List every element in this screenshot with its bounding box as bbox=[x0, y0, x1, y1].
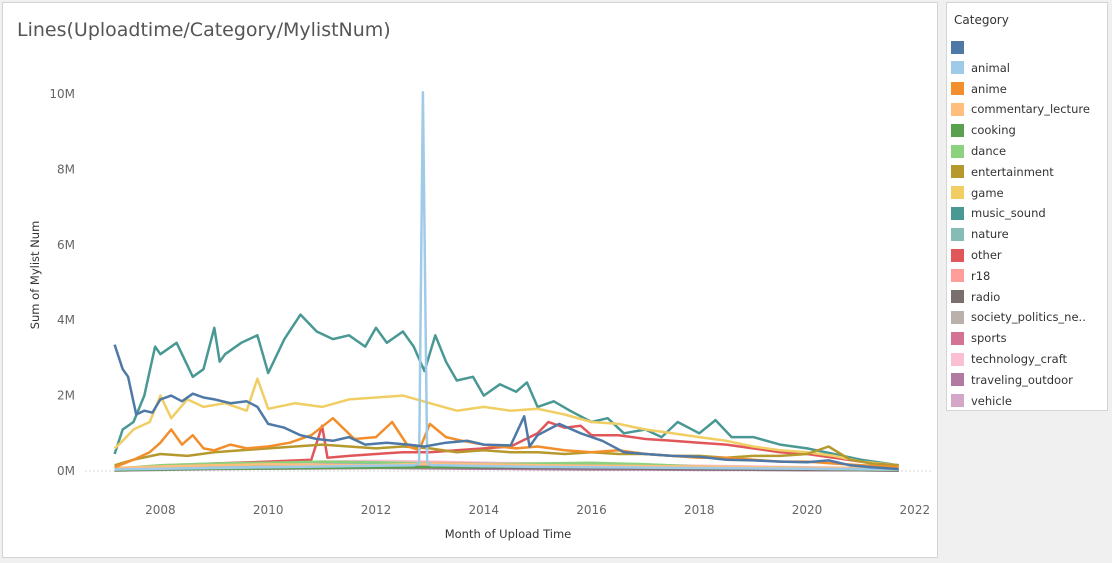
legend-item[interactable]: nature bbox=[951, 224, 1105, 244]
x-tick-label: 2018 bbox=[684, 503, 715, 517]
legend-item[interactable]: vehicle bbox=[951, 391, 1105, 411]
legend-item[interactable]: r18 bbox=[951, 266, 1105, 286]
chart-title: Lines(Uploadtime/Category/MylistNum) bbox=[17, 19, 391, 41]
y-tick-label: 0M bbox=[57, 464, 75, 478]
legend-label: vehicle bbox=[971, 393, 1012, 408]
legend-label: radio bbox=[971, 289, 1001, 304]
series-line-0 bbox=[113, 344, 899, 471]
x-tick-label: 2014 bbox=[468, 503, 499, 517]
legend-item[interactable]: radio bbox=[951, 287, 1105, 307]
legend-swatch bbox=[951, 373, 964, 387]
x-axis-title: Month of Upload Time bbox=[445, 527, 572, 541]
legend-label: animal bbox=[971, 60, 1010, 75]
line-chart: 2008 2010 2012 2014 2016 2018 2020 2022 0M 2M 4M 6… bbox=[28, 87, 931, 541]
legend-item[interactable]: anime bbox=[951, 79, 1105, 99]
y-tick-label: 4M bbox=[57, 313, 75, 327]
legend-swatch bbox=[951, 61, 964, 75]
legend-item[interactable]: society_politics_ne.. bbox=[951, 307, 1105, 327]
legend-swatch bbox=[951, 186, 964, 200]
y-tick-label: 8M bbox=[57, 162, 75, 176]
legend-item[interactable]: sports bbox=[951, 328, 1105, 348]
legend-item[interactable]: dance bbox=[951, 141, 1105, 161]
legend-item[interactable] bbox=[951, 37, 1105, 57]
legend-swatch bbox=[951, 269, 964, 283]
legend-swatch bbox=[951, 352, 964, 366]
y-axis-ticks: 0M 2M 4M 6M 8M 10M bbox=[49, 87, 75, 478]
legend-swatch bbox=[951, 102, 964, 116]
y-tick-label: 10M bbox=[49, 87, 75, 101]
legend-label: r18 bbox=[971, 268, 991, 283]
legend-label: traveling_outdoor bbox=[971, 372, 1073, 387]
y-axis-title: Sum of Mylist Num bbox=[28, 221, 42, 330]
legend-item[interactable]: music_sound bbox=[951, 203, 1105, 223]
legend-swatch bbox=[951, 165, 964, 179]
legend-label: commentary_lecture bbox=[971, 102, 1090, 117]
legend-swatch bbox=[951, 82, 964, 96]
legend-label: technology_craft bbox=[971, 352, 1068, 366]
legend-label: sports bbox=[971, 331, 1007, 346]
legend-item[interactable]: entertainment bbox=[951, 162, 1105, 182]
x-tick-label: 2020 bbox=[792, 503, 823, 517]
legend-swatch bbox=[951, 310, 964, 324]
legend-swatch bbox=[951, 206, 964, 220]
legend-item[interactable]: cooking bbox=[951, 120, 1105, 140]
legend-label: entertainment bbox=[971, 164, 1054, 179]
series-line-8 bbox=[113, 313, 899, 467]
series-layer bbox=[113, 90, 899, 472]
y-tick-label: 2M bbox=[57, 389, 75, 403]
legend-item[interactable]: animal bbox=[951, 58, 1105, 78]
legend-label: dance bbox=[971, 144, 1007, 158]
legend-item[interactable]: other bbox=[951, 245, 1105, 265]
legend-item[interactable]: commentary_lecture bbox=[951, 99, 1105, 119]
x-tick-label: 2010 bbox=[253, 503, 284, 517]
x-tick-label: 2008 bbox=[145, 503, 176, 517]
x-tick-label: 2016 bbox=[576, 503, 607, 517]
x-tick-label: 2022 bbox=[900, 503, 931, 517]
legend-label: anime bbox=[971, 81, 1007, 96]
series-line-7 bbox=[113, 377, 899, 467]
x-tick-label: 2012 bbox=[361, 503, 392, 517]
series-line-10 bbox=[114, 420, 899, 471]
legend-title: Category bbox=[954, 13, 1009, 27]
legend-label: society_politics_ne.. bbox=[971, 310, 1086, 325]
legend-item[interactable]: game bbox=[951, 183, 1105, 203]
legend-label: cooking bbox=[971, 123, 1016, 138]
legend-label: game bbox=[971, 185, 1004, 200]
legend-swatch bbox=[951, 40, 964, 54]
legend-label: other bbox=[971, 248, 1002, 262]
legend-swatch bbox=[951, 248, 964, 262]
x-axis-ticks: 2008 2010 2012 2014 2016 2018 2020 2022 bbox=[145, 503, 930, 517]
series-line-2 bbox=[114, 416, 899, 469]
chart-panel: Lines(Uploadtime/Category/MylistNum) 200… bbox=[2, 2, 938, 558]
legend-swatch bbox=[951, 144, 964, 158]
legend-label: music_sound bbox=[971, 206, 1046, 221]
legend-item[interactable]: technology_craft bbox=[951, 349, 1105, 369]
legend-item[interactable]: traveling_outdoor bbox=[951, 370, 1105, 390]
y-tick-label: 6M bbox=[57, 238, 75, 252]
legend-swatch bbox=[951, 123, 964, 137]
legend-swatch bbox=[951, 290, 964, 304]
series-line-6 bbox=[114, 443, 899, 467]
legend-swatch bbox=[951, 331, 964, 345]
legend-swatch bbox=[951, 227, 964, 241]
legend-label: nature bbox=[971, 227, 1009, 242]
legend-swatch bbox=[951, 394, 964, 408]
series-line-1 bbox=[114, 90, 899, 471]
